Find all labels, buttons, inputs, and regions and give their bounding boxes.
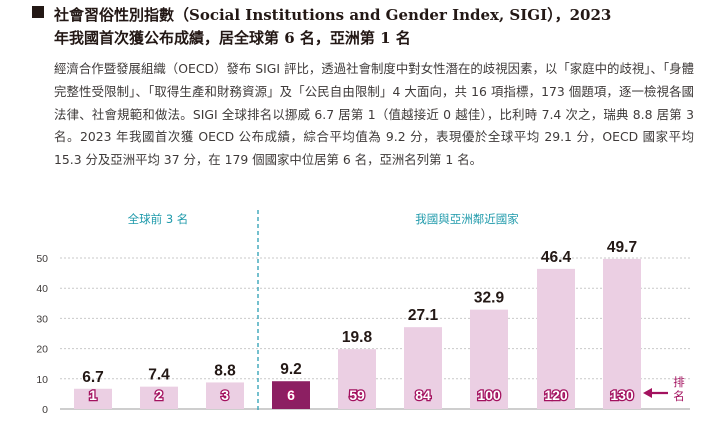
rank-legend: 排名 [643,375,685,403]
y-axis-ticks: 0 10 20 30 40 50 [36,253,48,416]
rank-label: 1 [89,387,97,403]
rank-label: 2 [155,387,163,403]
bar [338,349,376,409]
bar [603,258,641,409]
bar-value-label: 7.4 [148,367,170,384]
rank-label: 130 [610,387,634,403]
sigi-bar-chart: 0 10 20 30 40 50 全球前 3 名 我國與亞洲鄰近國家 6.71 7.4 2 8.8… [36,210,690,416]
bar-value-label: 49.7 [607,239,637,256]
bar [140,386,178,409]
arrow-head-icon [643,388,652,398]
bar [272,381,310,409]
square-bullet-icon [32,6,44,18]
bar-value-label: 46.4 [541,249,572,266]
bar-value-label: 32.9 [474,290,505,307]
rank-label: 120 [544,387,568,403]
bar [537,268,575,409]
rank-label: 6 [287,387,295,403]
bar-value-label: 6.7 [82,369,104,386]
rank-label: 84 [415,387,431,403]
bar [74,388,112,409]
bars: 6.71 7.4 2 8.8 3 9.2 6 19.8 59 27.1 84 32.9 100 46.4 1… [74,239,641,409]
rank-label: 100 [477,387,501,403]
group-label: 全球前 3 名 [128,212,189,226]
bar [470,309,508,409]
y-tick-label: 10 [36,374,48,386]
heading-line-2: 年我國首次獲公布成績，居全球第 6 名，亞洲第 1 名 [54,29,411,47]
rank-label: 59 [349,387,365,403]
bar [404,327,442,409]
y-tick-label: 50 [36,253,48,265]
rank-label: 3 [221,387,229,403]
y-tick-label: 0 [42,404,48,416]
group-label: 我國與亞洲鄰近國家 [415,212,519,226]
bar-value-label: 27.1 [408,307,439,324]
bar-value-label: 8.8 [214,362,236,379]
y-tick-label: 20 [36,344,48,356]
bar-value-label: 9.2 [280,361,302,378]
y-tick-label: 30 [36,313,48,325]
y-tick-label: 40 [36,283,48,295]
rank-legend-char: 名 [673,389,685,403]
rank-legend-char: 排 [673,375,685,389]
group-labels: 全球前 3 名 我國與亞洲鄰近國家 [128,212,520,226]
bar [206,382,244,409]
heading-line-1: 社會習俗性別指數（Social Institutions and Gender … [54,6,612,24]
description-paragraph: 經濟合作暨發展組織（OECD）發布 SIGI 評比，透過社會制度中對女性潛在的歧… [54,61,694,168]
bar-value-label: 19.8 [342,329,373,346]
